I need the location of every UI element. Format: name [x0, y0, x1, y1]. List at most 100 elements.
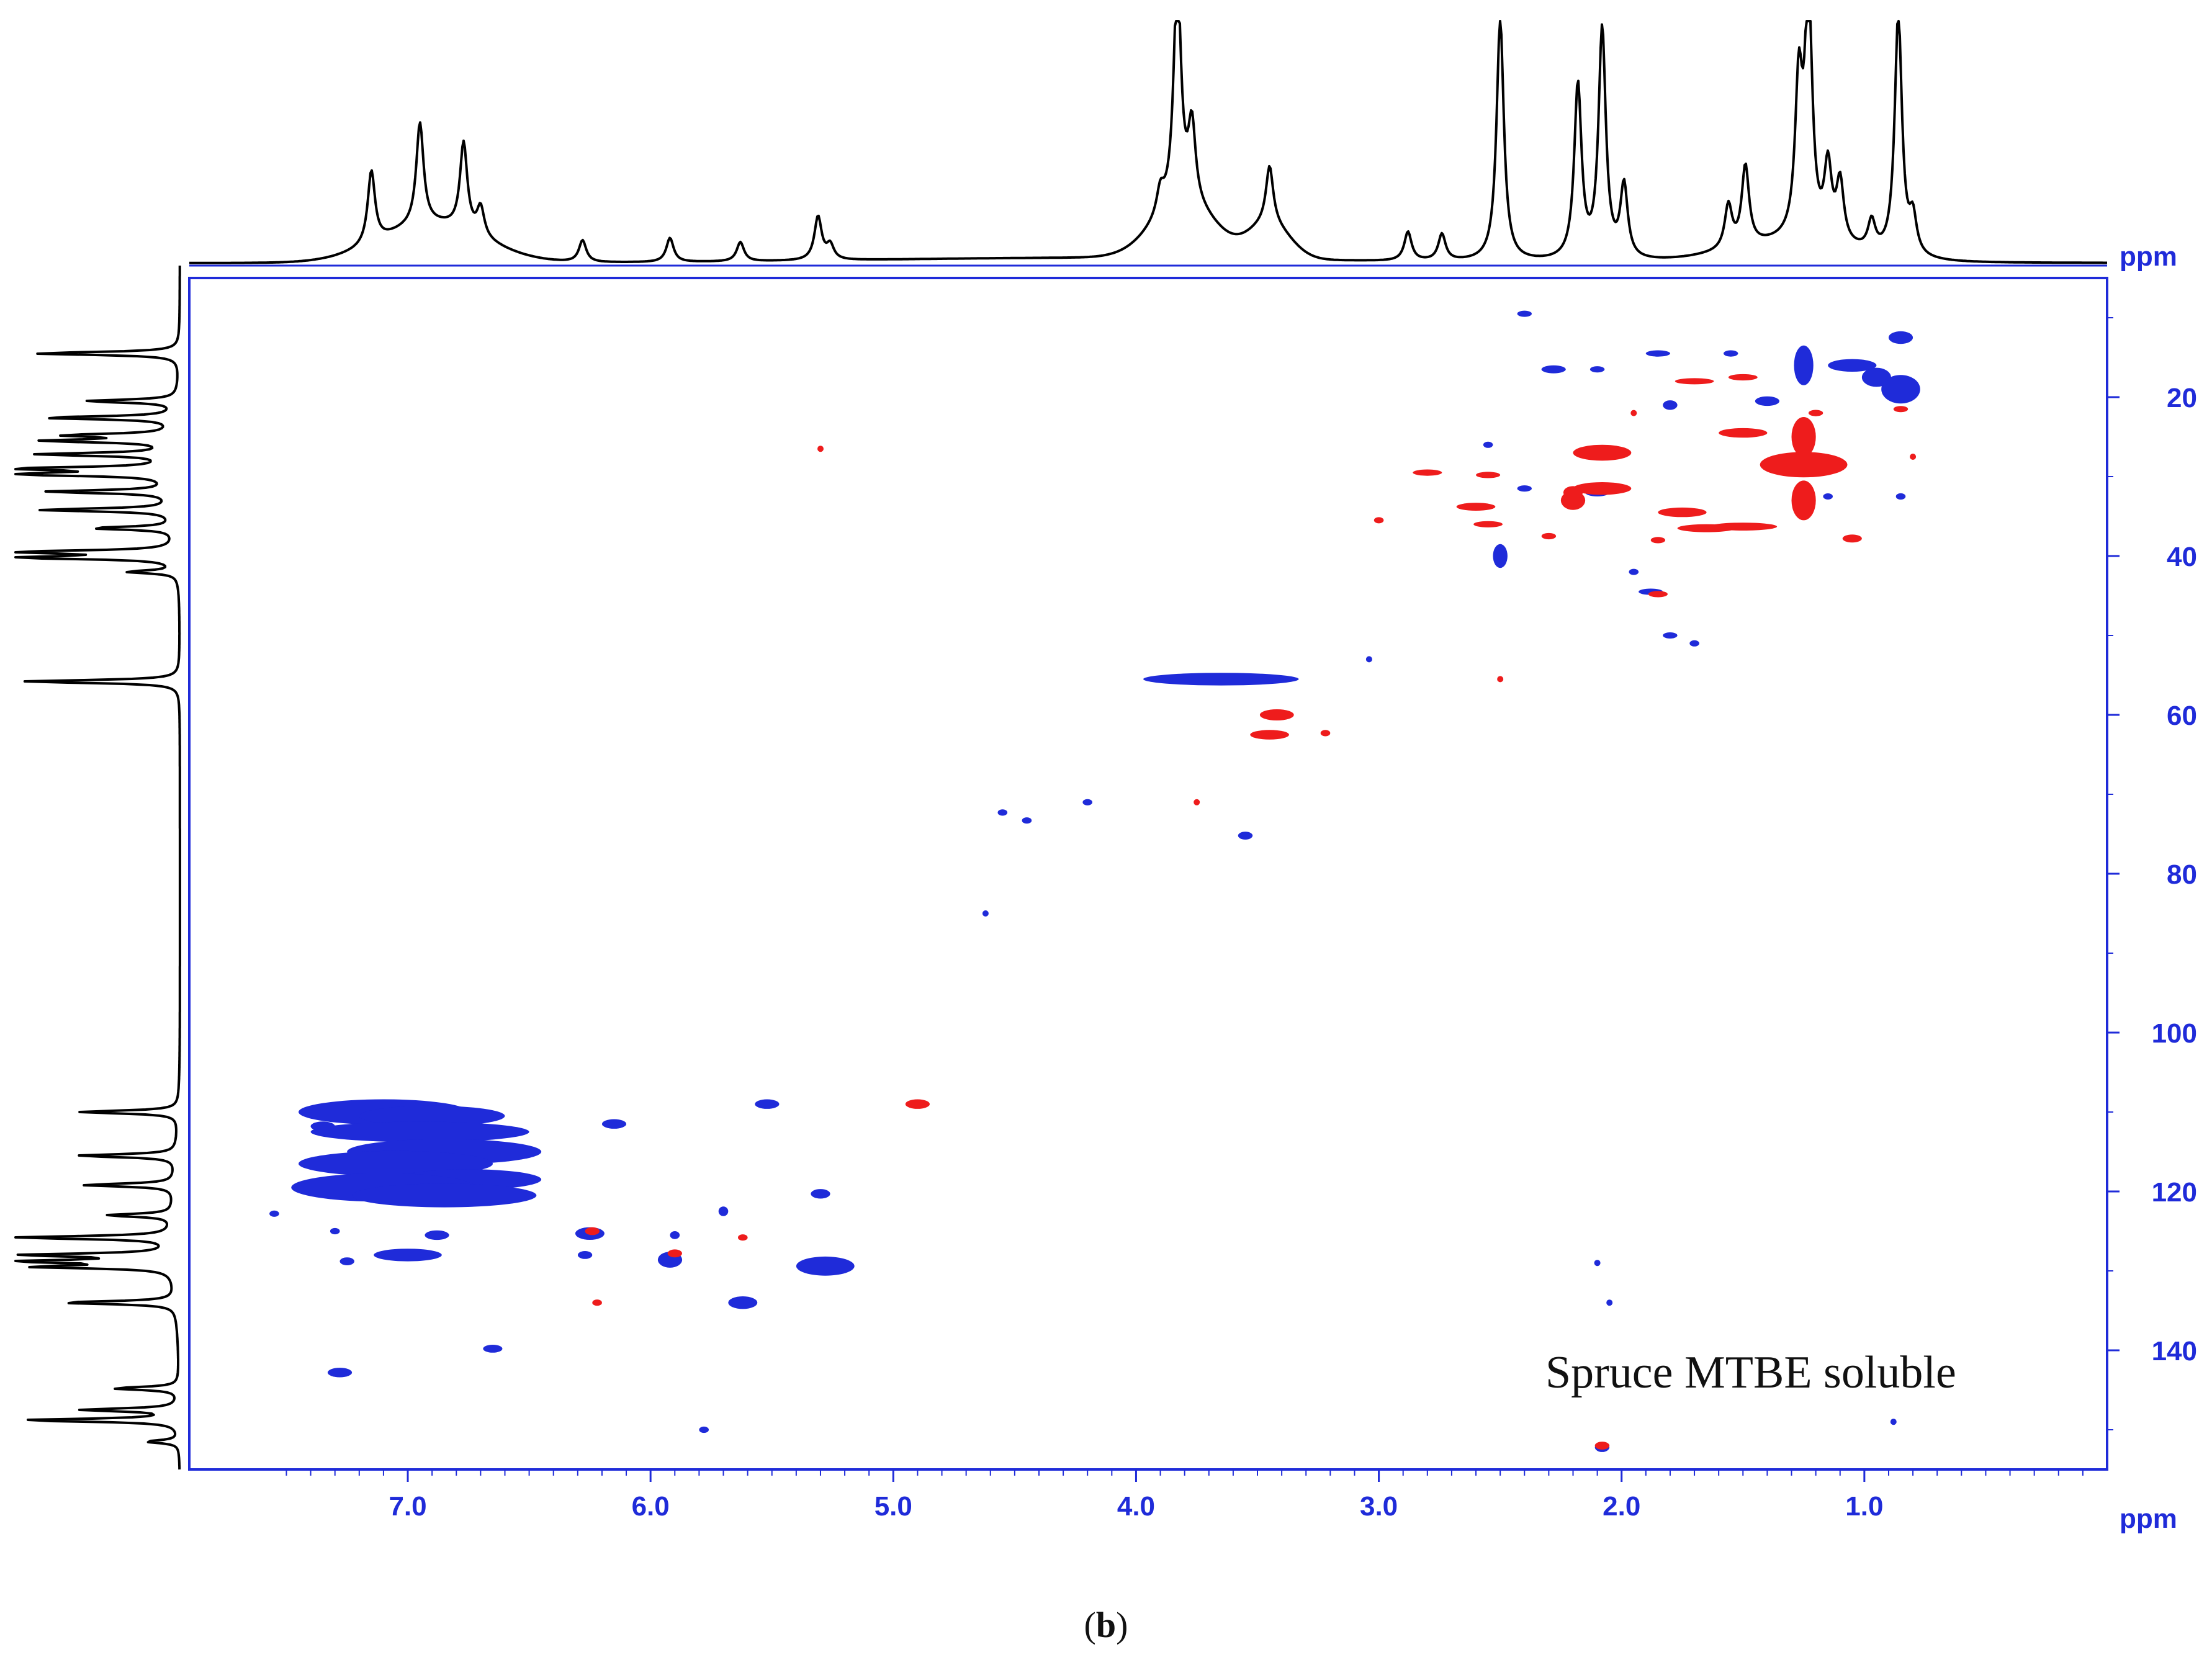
- cross-peak-negative: [1677, 524, 1736, 532]
- caption-close: ): [1116, 1605, 1128, 1645]
- x-tick-label: 3.0: [1360, 1491, 1398, 1522]
- cross-peak-negative: [1760, 452, 1848, 478]
- cross-peak-positive: [1755, 396, 1779, 406]
- cross-peak-negative: [1791, 480, 1816, 521]
- cross-peak-positive: [718, 1206, 729, 1216]
- y-axis-unit-label: ppm: [2120, 241, 2177, 272]
- cross-peak-positive: [327, 1368, 353, 1378]
- cross-peak-positive: [1888, 331, 1913, 344]
- cross-peak-negative: [1728, 374, 1758, 381]
- y-axis-ticks: 20 40 60 80 100 120 140: [2107, 317, 2197, 1430]
- figure-caption: (b): [1084, 1605, 1128, 1645]
- cross-peak-positive: [1606, 1299, 1613, 1306]
- cross-peak-negative: [1413, 469, 1442, 476]
- cross-peak-negative: [667, 1249, 683, 1258]
- cross-peak-positive: [339, 1257, 354, 1265]
- cross-peak-positive: [1895, 493, 1906, 500]
- cross-peak-negative: [1648, 591, 1668, 598]
- cross-peak-negative: [1563, 486, 1583, 499]
- cross-peak-negative: [1791, 417, 1816, 457]
- cross-peak-positive: [1493, 544, 1508, 568]
- cross-peak-negative: [817, 446, 824, 452]
- cross-peak-positive: [1663, 400, 1678, 410]
- cross-peak-positive: [755, 1099, 780, 1109]
- y-tick-label: 60: [2167, 701, 2197, 731]
- cross-peak-positive: [1663, 632, 1678, 639]
- cross-peak-positive: [1483, 441, 1493, 448]
- cross-peak-negative: [905, 1099, 930, 1109]
- cross-peak-negative: [1194, 799, 1200, 805]
- cross-peak-positive: [811, 1189, 830, 1199]
- cross-peak-positive: [1541, 365, 1566, 374]
- cross-peak-positive: [728, 1296, 758, 1309]
- cross-peak-positive: [670, 1231, 680, 1239]
- cross-peak-negative: [592, 1299, 602, 1306]
- x-axis-unit-label: ppm: [2120, 1504, 2177, 1534]
- cross-peak-positive: [425, 1230, 449, 1240]
- cross-peak-negative: [738, 1234, 748, 1241]
- cross-peaks-layer: [269, 310, 1920, 1452]
- cross-peak-negative: [1893, 406, 1909, 413]
- cross-peak-negative: [1374, 517, 1384, 524]
- x-tick-label: 6.0: [632, 1491, 670, 1522]
- cross-peak-positive: [352, 1183, 537, 1208]
- cross-peak-negative: [1573, 444, 1632, 461]
- x-tick-label: 7.0: [389, 1491, 426, 1522]
- cross-peak-positive: [982, 910, 989, 917]
- x-tick-label: 1.0: [1845, 1491, 1883, 1522]
- cross-peak-negative: [1650, 537, 1666, 544]
- cross-peak-negative: [585, 1227, 600, 1236]
- y-tick-label: 140: [2152, 1336, 2197, 1366]
- y-tick-label: 100: [2152, 1018, 2197, 1049]
- proton-projection-trace: [189, 20, 2107, 264]
- y-tick-label: 120: [2152, 1177, 2197, 1208]
- cross-peak-positive: [1794, 345, 1814, 385]
- cross-peak-positive: [1823, 493, 1833, 500]
- cross-peak-positive: [1645, 350, 1670, 357]
- cross-peak-positive: [1517, 485, 1532, 492]
- cross-peak-negative: [1719, 428, 1768, 438]
- cross-peak-positive: [1828, 359, 1877, 372]
- cross-peak-positive: [269, 1210, 279, 1217]
- y-tick-label: 40: [2167, 542, 2197, 572]
- cross-peak-positive: [359, 1105, 505, 1126]
- cross-peak-positive: [1589, 366, 1605, 373]
- sample-label: Spruce MTBE soluble: [1545, 1347, 1956, 1398]
- y-tick-label: 80: [2167, 859, 2197, 890]
- cross-peak-positive: [1881, 375, 1920, 404]
- cross-peak-positive: [374, 1249, 442, 1262]
- y-tick-label: 20: [2167, 383, 2197, 413]
- cross-peak-positive: [1143, 673, 1299, 686]
- x-tick-label: 2.0: [1603, 1491, 1640, 1522]
- cross-peak-positive: [1629, 568, 1639, 575]
- cross-peak-positive: [1890, 1419, 1897, 1425]
- cross-peak-negative: [1259, 709, 1294, 720]
- cross-peak-positive: [577, 1251, 593, 1259]
- cross-peak-positive: [310, 1121, 529, 1142]
- caption-open: (: [1084, 1605, 1096, 1645]
- cross-peak-negative: [1594, 1442, 1610, 1450]
- cross-peak-positive: [310, 1121, 335, 1131]
- cross-peak-negative: [1473, 521, 1503, 527]
- cross-peak-positive: [1238, 832, 1253, 840]
- cross-peak-negative: [1675, 378, 1714, 385]
- cross-peak-positive: [997, 809, 1008, 816]
- cross-peak-positive: [483, 1345, 503, 1353]
- cross-peak-positive: [1861, 367, 1891, 387]
- cross-peak-positive: [1022, 817, 1032, 824]
- carbon-projection-trace: [14, 266, 181, 1470]
- cross-peak-positive: [1365, 656, 1372, 663]
- x-tick-label: 4.0: [1117, 1491, 1155, 1522]
- cross-peak-positive: [601, 1119, 627, 1129]
- cross-peak-negative: [1541, 532, 1557, 540]
- cross-peak-positive: [1689, 640, 1699, 647]
- cross-peak-positive: [1724, 350, 1738, 357]
- cross-peak-negative: [1573, 482, 1632, 495]
- cross-peak-positive: [1517, 310, 1532, 317]
- cross-peak-negative: [1476, 472, 1501, 478]
- cross-peak-positive: [1082, 799, 1092, 805]
- x-axis-ticks: 7.0 6.0 5.0 4.0 3.0 2.0 1.0: [285, 1469, 2084, 1522]
- cross-peak-positive: [330, 1227, 340, 1235]
